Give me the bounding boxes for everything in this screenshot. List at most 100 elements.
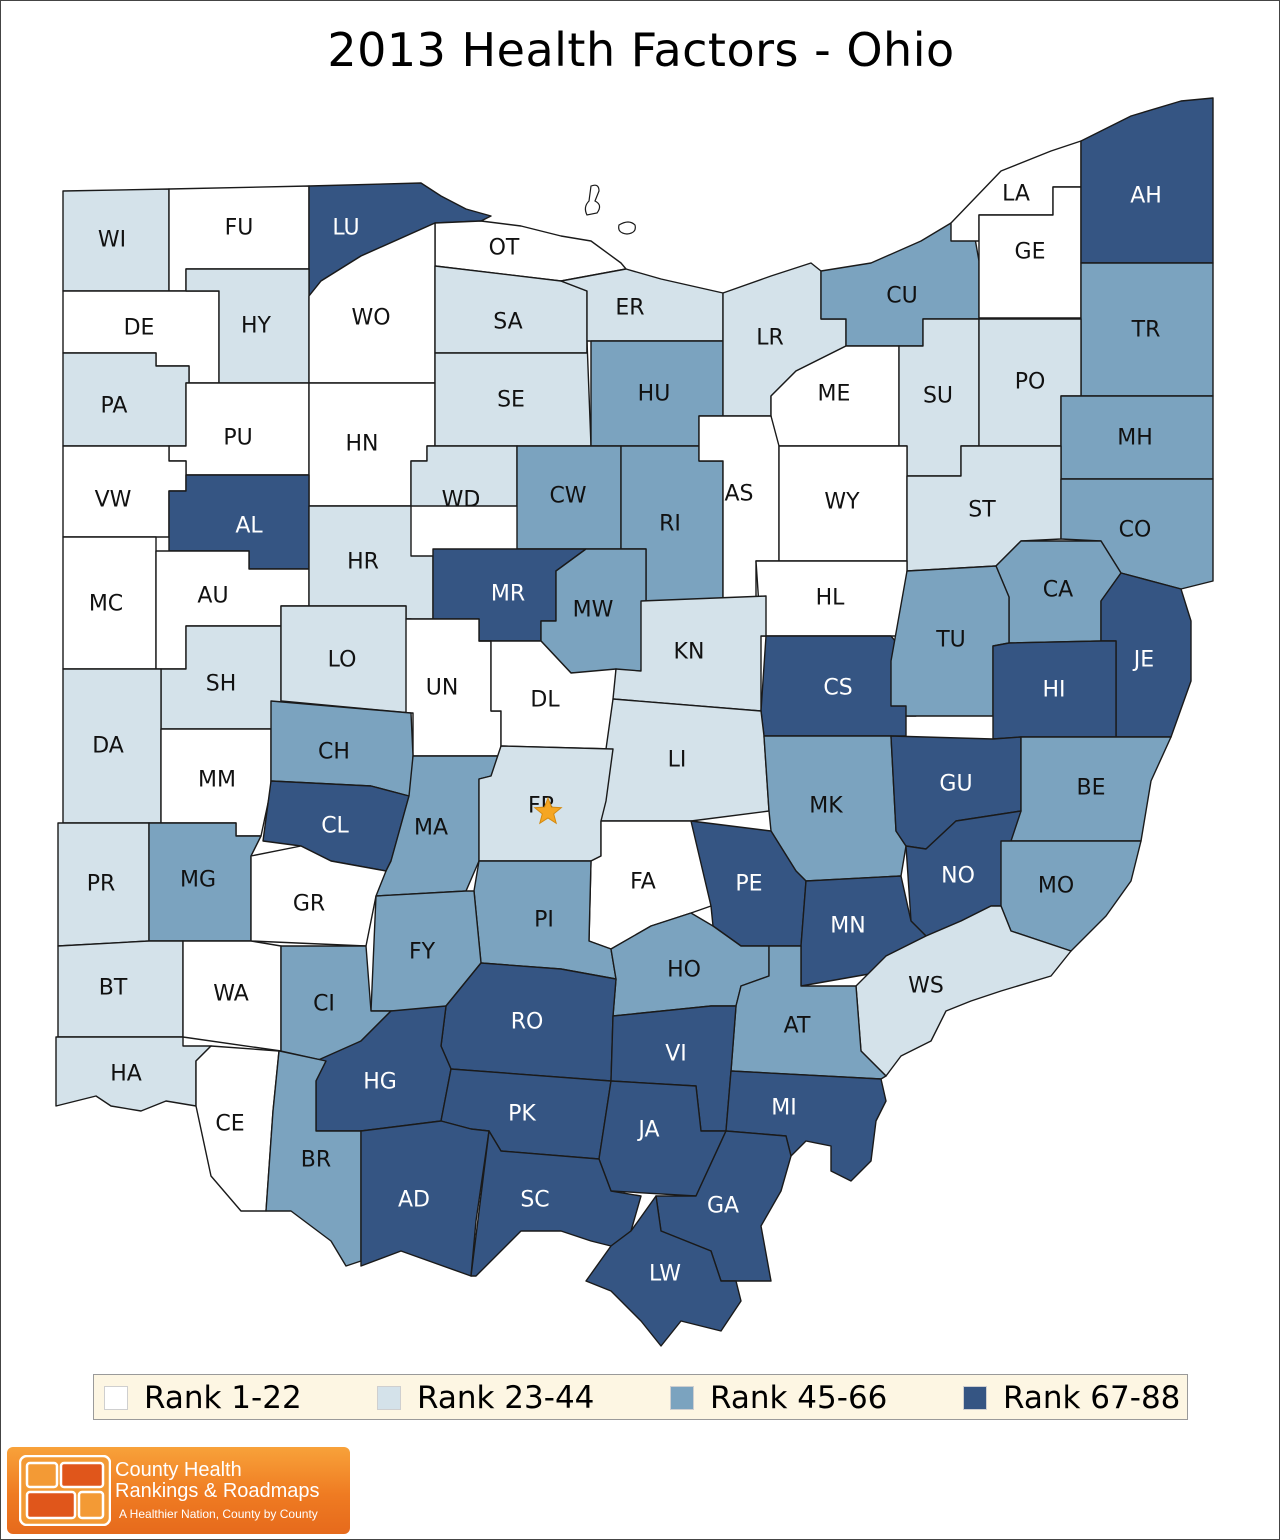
county-label-ga: GA: [707, 1194, 739, 1219]
county-as[interactable]: [698, 415, 780, 602]
county-label-tu: TU: [935, 628, 966, 653]
county-ah[interactable]: [1080, 97, 1214, 264]
county-label-mw: MW: [573, 598, 614, 623]
county-label-je: JE: [1132, 648, 1154, 673]
logo-tagline: A Healthier Nation, County by County: [119, 1507, 318, 1521]
county-label-ch: CH: [318, 740, 350, 765]
county-se[interactable]: [434, 340, 592, 447]
county-label-fa: FA: [630, 870, 656, 895]
county-label-at: AT: [784, 1014, 811, 1039]
legend-item-rank-67-88: Rank 67-88: [963, 1375, 1180, 1421]
legend-swatch: [104, 1386, 128, 1410]
county-label-mn: MN: [830, 914, 865, 939]
legend-item-rank-1-22: Rank 1-22: [104, 1375, 302, 1421]
county-label-pe: PE: [735, 872, 762, 897]
county-label-lo: LO: [328, 648, 357, 673]
county-label-ws: WS: [908, 974, 944, 999]
county-label-hi: HI: [1042, 678, 1065, 703]
county-label-la: LA: [1002, 182, 1030, 207]
county-label-mr: MR: [491, 582, 525, 607]
county-label-ro: RO: [511, 1010, 544, 1035]
logo-title-line1: County Health: [115, 1459, 242, 1481]
county-label-mg: MG: [180, 868, 216, 893]
county-label-de: DE: [124, 316, 155, 341]
county-label-pa: PA: [101, 394, 128, 419]
county-gr[interactable]: [250, 845, 387, 947]
legend-item-rank-23-44: Rank 23-44: [377, 1375, 594, 1421]
county-label-ri: RI: [659, 512, 681, 537]
county-label-pu: PU: [223, 426, 252, 451]
county-label-me: ME: [818, 382, 851, 407]
county-label-li: LI: [668, 748, 687, 773]
county-label-cu: CU: [886, 284, 917, 309]
county-label-pr: PR: [87, 872, 116, 897]
county-label-lw: LW: [649, 1262, 681, 1287]
county-label-gr: GR: [293, 892, 325, 917]
county-ad[interactable]: [360, 1120, 490, 1277]
county-label-ma: MA: [414, 816, 448, 841]
county-label-da: DA: [92, 734, 124, 759]
county-label-ha: HA: [110, 1062, 142, 1087]
county-label-se: SE: [497, 388, 525, 413]
county-br[interactable]: [265, 1050, 362, 1267]
county-label-no: NO: [941, 864, 975, 889]
county-ga[interactable]: [655, 1130, 792, 1282]
county-label-co: CO: [1119, 518, 1152, 543]
map-title: 2013 Health Factors - Ohio: [327, 23, 955, 77]
legend-label: Rank 45-66: [710, 1380, 888, 1416]
county-label-pk: PK: [508, 1102, 536, 1127]
county-label-wo: WO: [351, 306, 390, 331]
county-label-be: BE: [1077, 776, 1106, 801]
legend-swatch: [670, 1386, 694, 1410]
county-label-er: ER: [615, 296, 644, 321]
county-lw[interactable]: [585, 1195, 742, 1347]
county-label-vi: VI: [665, 1042, 687, 1067]
county-label-po: PO: [1015, 370, 1046, 395]
county-label-un: UN: [426, 676, 459, 701]
county-label-mo: MO: [1038, 874, 1074, 899]
county-ma[interactable]: [375, 755, 502, 897]
county-label-st: ST: [968, 498, 996, 523]
county-label-ot: OT: [489, 236, 520, 261]
county-label-fu: FU: [225, 216, 254, 241]
county-label-sh: SH: [206, 672, 237, 697]
county-health-rankings-logo[interactable]: County Health Rankings & Roadmaps A Heal…: [7, 1447, 350, 1534]
legend-label: Rank 23-44: [417, 1380, 595, 1416]
capital-star-icon: [533, 796, 563, 825]
county-label-fy: FY: [409, 940, 436, 965]
county-label-ge: GE: [1015, 240, 1046, 265]
county-label-su: SU: [923, 384, 953, 409]
county-label-ca: CA: [1043, 578, 1073, 603]
county-label-sc: SC: [520, 1188, 549, 1213]
county-ha[interactable]: [55, 1036, 212, 1112]
county-label-ho: HO: [667, 958, 701, 983]
county-label-cs: CS: [823, 676, 852, 701]
county-label-wa: WA: [213, 982, 249, 1007]
legend-item-rank-45-66: Rank 45-66: [670, 1375, 887, 1421]
legend-label: Rank 1-22: [144, 1380, 302, 1416]
county-label-bt: BT: [99, 976, 128, 1001]
county-ge[interactable]: [978, 186, 1082, 319]
county-label-au: AU: [197, 584, 228, 609]
legend-swatch: [963, 1386, 987, 1410]
county-label-hl: HL: [816, 586, 846, 611]
county-label-ad: AD: [398, 1188, 430, 1213]
logo-mark-icon: [19, 1455, 111, 1526]
county-label-br: BR: [301, 1148, 331, 1173]
county-labels: WI FU LU OT DE HY WO SA ER PA PU HN SE HU LR CU LA GE AH TR…: [87, 182, 1162, 1287]
counties-layer: [55, 97, 1214, 1347]
county-label-wy: WY: [824, 490, 860, 515]
legend-swatch: [377, 1386, 401, 1410]
legend: Rank 1-22 Rank 23-44 Rank 45-66 Rank 67-…: [93, 1374, 1188, 1420]
county-label-ah: AH: [1130, 184, 1162, 209]
lake-erie-islands: [584, 184, 636, 235]
county-label-lr: LR: [756, 326, 784, 351]
county-label-cl: CL: [321, 814, 349, 839]
county-label-mc: MC: [89, 592, 123, 617]
county-label-kn: KN: [674, 640, 705, 665]
county-label-hy: HY: [241, 314, 272, 339]
county-label-hg: HG: [363, 1070, 397, 1095]
county-label-hr: HR: [347, 550, 379, 575]
